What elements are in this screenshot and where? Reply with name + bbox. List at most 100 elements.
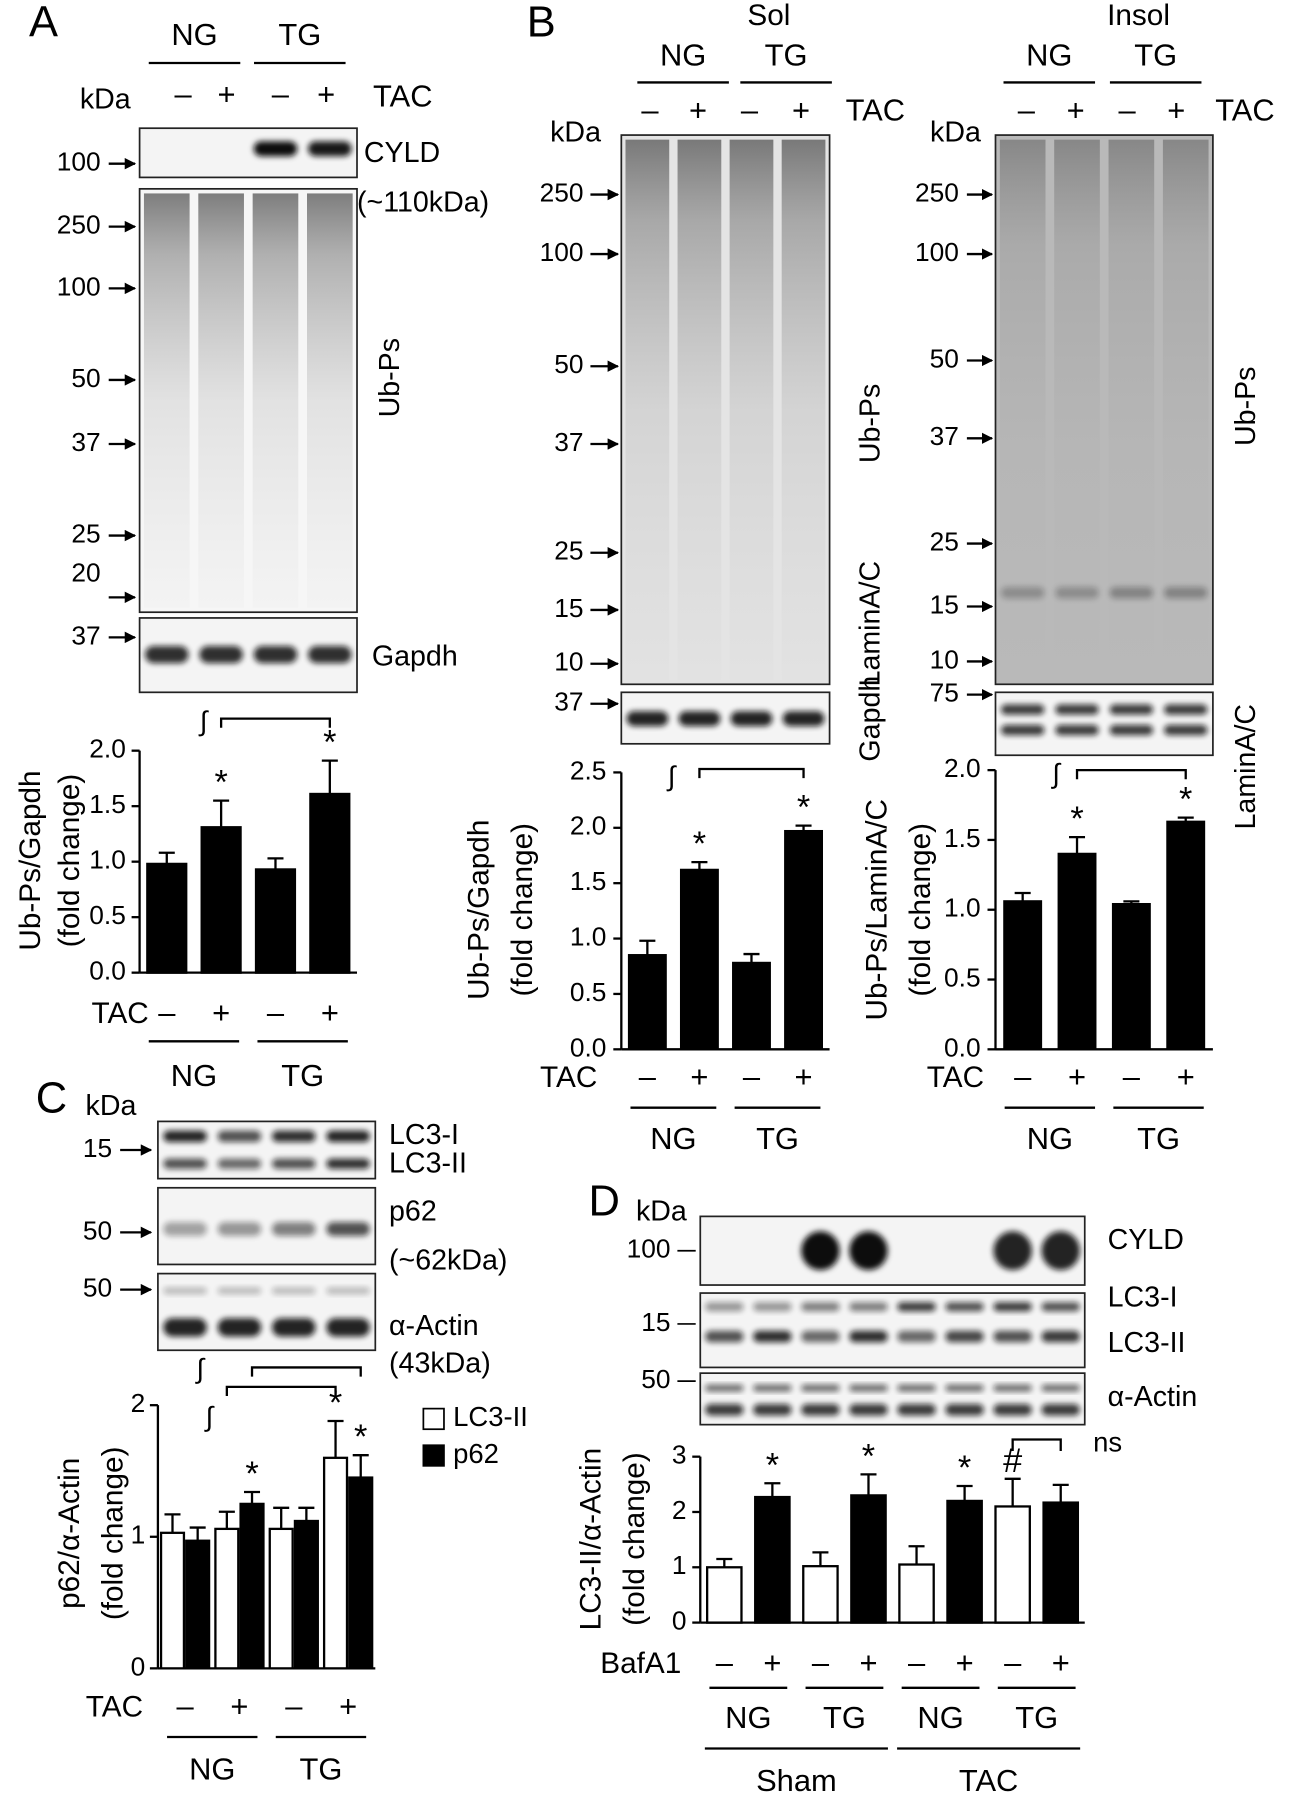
- sign-label: +: [792, 92, 810, 127]
- blot-band: [1041, 1404, 1080, 1416]
- marker-label: 50: [641, 1364, 670, 1394]
- kda-label: kDa: [636, 1196, 687, 1228]
- x-tick-label: +: [339, 1689, 357, 1724]
- y-tick-label: 3: [672, 1440, 687, 1470]
- blot-band: [272, 1318, 316, 1337]
- x-tick-label: –: [1014, 1059, 1032, 1094]
- significance-label: *: [214, 764, 227, 802]
- bar: [754, 1495, 791, 1624]
- group-label: TG: [823, 1700, 866, 1735]
- x-tick-label: +: [763, 1645, 781, 1680]
- marker-label: 10: [930, 644, 959, 674]
- blot-smear: [677, 139, 722, 680]
- y-tick-label: 2: [131, 1388, 146, 1418]
- legend-label: p62: [453, 1438, 499, 1469]
- blot-smear: [198, 193, 244, 608]
- x-axis-label: TAC: [91, 997, 148, 1030]
- blot-band: [163, 1287, 207, 1295]
- blot-smear: [1162, 139, 1209, 680]
- sign-label: –: [1118, 92, 1136, 127]
- bar: [706, 1566, 743, 1624]
- significance-label: *: [245, 1455, 258, 1493]
- error-bar: [189, 1526, 206, 1541]
- comparison-bracket: [225, 1385, 337, 1397]
- bar: [994, 1505, 1031, 1624]
- treatment-label: TAC: [373, 79, 432, 114]
- x-tick-label: +: [1068, 1059, 1086, 1094]
- y-tick-label: 0.5: [89, 900, 126, 930]
- x-tick-label: –: [285, 1689, 303, 1724]
- y-axis-label: (fold change): [96, 1447, 129, 1621]
- marker-label: 250: [915, 178, 959, 208]
- supergroup-label: Sham: [756, 1763, 837, 1798]
- blot-band: [199, 645, 243, 664]
- blot-band: [705, 1384, 744, 1392]
- blot-label: Gapdh: [854, 676, 886, 762]
- group-label: TG: [300, 1752, 343, 1787]
- error-bar: [1123, 900, 1140, 905]
- comparison-bracket: [698, 767, 805, 779]
- marker-label: 37: [930, 421, 959, 451]
- error-bar: [1004, 1477, 1021, 1507]
- blot-band: [993, 1302, 1032, 1312]
- y-axis-label: (fold change): [53, 774, 86, 948]
- blot-band: [993, 1231, 1032, 1271]
- comparison-bracket: [250, 1366, 362, 1377]
- kda-label: kDa: [930, 116, 981, 148]
- blot-label: LC3-I: [389, 1119, 459, 1151]
- blot-smear: [307, 193, 353, 608]
- panel-subtitle: Insol: [1107, 0, 1170, 32]
- blot-band: [163, 1158, 207, 1169]
- blot-band: [782, 711, 825, 727]
- bar: [239, 1502, 265, 1670]
- blot-band: [897, 1404, 936, 1416]
- blot-band: [1000, 724, 1045, 736]
- blot-label: α-Actin: [389, 1310, 479, 1342]
- blot-band: [753, 1302, 792, 1312]
- blot-band: [801, 1404, 840, 1416]
- panel-letter: B: [527, 0, 556, 47]
- blot-band: [753, 1330, 792, 1343]
- blot-band: [1041, 1330, 1080, 1343]
- blot-smear: [781, 139, 826, 680]
- x-tick-label: +: [690, 1059, 708, 1094]
- y-tick-label: 0.5: [944, 962, 981, 992]
- blot-band: [897, 1384, 936, 1392]
- blot-label: Ub-Ps: [1230, 367, 1262, 446]
- blot-band: [1163, 587, 1208, 599]
- blot-band: [945, 1404, 984, 1416]
- y-axis-label: (fold change): [904, 823, 937, 997]
- bar: [309, 792, 351, 974]
- blot-frame: [157, 1272, 377, 1352]
- blot-band: [849, 1231, 888, 1271]
- blot-label: LC3-I: [1108, 1281, 1178, 1313]
- bar: [802, 1565, 839, 1624]
- y-tick-label: 1.0: [570, 922, 607, 952]
- group-label: NG: [171, 1058, 217, 1093]
- legend-swatch: [422, 1444, 445, 1467]
- y-tick-label: 0.5: [570, 977, 607, 1007]
- error-bar: [1052, 1483, 1069, 1503]
- y-tick-label: 1.5: [944, 823, 981, 853]
- group-label: TG: [278, 17, 321, 52]
- blot-label: LC3-II: [1108, 1327, 1186, 1359]
- bar: [627, 954, 667, 1051]
- y-tick-label: 0: [131, 1651, 146, 1681]
- comparison-bracket: [1075, 768, 1187, 780]
- blot-band: [897, 1330, 936, 1343]
- x-tick-label: +: [212, 995, 230, 1030]
- group-label: NG: [1026, 37, 1072, 72]
- marker-label: 50: [83, 1273, 112, 1303]
- blot-band: [678, 711, 721, 727]
- y-tick-label: 1.5: [89, 789, 126, 819]
- blot-band: [1109, 587, 1154, 599]
- comparison-label: ∫: [204, 1401, 215, 1432]
- blot-band: [1109, 724, 1154, 736]
- blot-band: [272, 1287, 316, 1295]
- y-tick-label: 1.0: [944, 893, 981, 923]
- bar: [322, 1456, 349, 1670]
- marker-label: 100: [915, 237, 959, 267]
- blot-band: [326, 1222, 370, 1236]
- blot-band: [272, 1222, 316, 1236]
- x-axis-label: BafA1: [600, 1647, 681, 1680]
